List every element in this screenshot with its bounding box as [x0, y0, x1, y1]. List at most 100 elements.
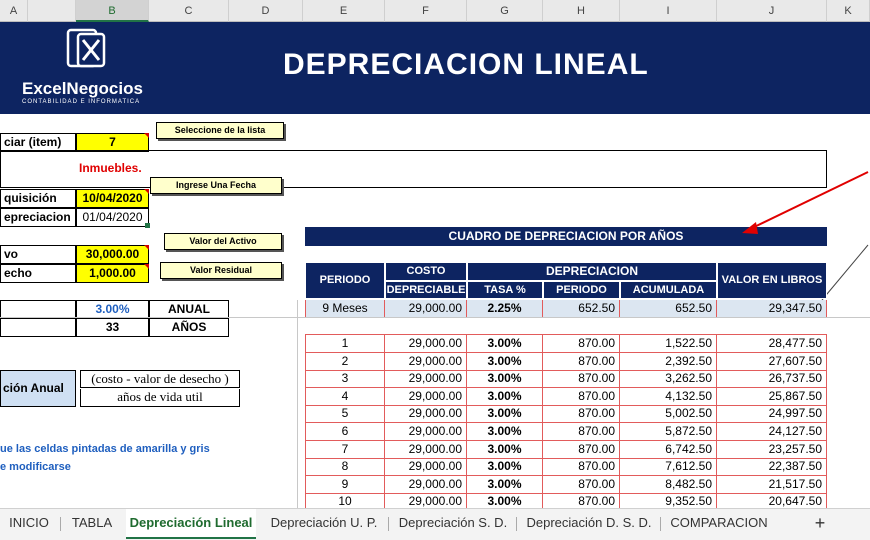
column-header-k[interactable]: K: [827, 0, 870, 22]
row-7-periodo: 7: [305, 440, 385, 459]
tab-depreciacion-dsd[interactable]: Depreciación D. S. D.: [526, 515, 652, 530]
column-header-b[interactable]: B: [76, 0, 149, 22]
comment-marker: [144, 264, 149, 269]
row-7-costo: 29,000.00: [385, 440, 467, 459]
table-title: CUADRO DE DEPRECIACION POR AÑOS: [305, 227, 827, 246]
header-depreciacion: DEPRECIACION: [467, 262, 717, 281]
row-1-periodo: 1: [305, 335, 385, 353]
first-row-tasa: 2.25%: [467, 300, 543, 318]
row-1-tasa: 3.00%: [467, 335, 543, 353]
row-7-tasa: 3.00%: [467, 440, 543, 459]
row-4-periodo: 4: [305, 387, 385, 406]
column-header-e[interactable]: E: [303, 0, 385, 22]
row-8-periodo-dep: 870.00: [543, 458, 620, 477]
logo-subtitle: CONTABILIDAD E INFORMATICA: [22, 99, 141, 105]
callout-valor-residual: Valor Residual: [160, 262, 282, 279]
excel-logo-icon: [66, 28, 110, 70]
valor-desecho-input[interactable]: 1,000.00: [76, 264, 149, 283]
first-row-bg: [305, 300, 827, 317]
first-row-costo: 29,000.00: [385, 300, 467, 318]
formula-label-box: ción Anual: [0, 370, 76, 407]
tab-depreciacion-lineal[interactable]: Depreciación Lineal: [126, 509, 256, 539]
comment-marker: [144, 133, 149, 138]
row-8-acumulada: 7,612.50: [620, 458, 717, 477]
row-3-tasa: 3.00%: [467, 370, 543, 389]
row-5-periodo: 5: [305, 405, 385, 424]
arrow-annotation-icon: [742, 171, 869, 301]
item-description-box: [0, 150, 827, 188]
callout-fecha: Ingrese Una Fecha: [150, 177, 282, 194]
row-4-libros: 25,867.50: [717, 387, 827, 406]
row-9-tasa: 3.00%: [467, 475, 543, 494]
fecha-adquisicion-label: quisición: [0, 189, 76, 208]
freeze-pane-vline: [297, 300, 298, 508]
column-header-h[interactable]: H: [543, 0, 620, 22]
row-7-periodo-dep: 870.00: [543, 440, 620, 459]
column-header-c[interactable]: C: [149, 0, 229, 22]
vida-unit: AÑOS: [149, 318, 229, 337]
row-5-acumulada: 5,002.50: [620, 405, 717, 424]
header-costo: COSTO: [385, 262, 467, 281]
vida-value: 33: [76, 318, 149, 337]
first-row-libros: 29,347.50: [717, 300, 827, 318]
formula-denominator: años de vida util: [80, 389, 240, 407]
row-3-periodo: 3: [305, 370, 385, 389]
column-header-a-ext[interactable]: [28, 0, 76, 22]
row-7-libros: 23,257.50: [717, 440, 827, 459]
column-header-g[interactable]: G: [467, 0, 543, 22]
row-9-periodo-dep: 870.00: [543, 475, 620, 494]
column-header-a[interactable]: A: [0, 0, 28, 22]
tab-tabla[interactable]: TABLA: [71, 515, 113, 530]
header-tasa: TASA %: [467, 281, 543, 299]
note-line-1: ue las celdas pintadas de amarilla y gri…: [0, 443, 210, 455]
cell-fill-handle[interactable]: [145, 223, 150, 228]
row-9-costo: 29,000.00: [385, 475, 467, 494]
tab-comparacion[interactable]: COMPARACION: [670, 515, 768, 530]
row-6-tasa: 3.00%: [467, 423, 543, 441]
row-9-acumulada: 8,482.50: [620, 475, 717, 494]
item-select[interactable]: 7: [76, 133, 149, 152]
first-row-acumulada: 652.50: [620, 300, 717, 318]
column-header-j[interactable]: J: [717, 0, 827, 22]
row-7-acumulada: 6,742.50: [620, 440, 717, 459]
row-8-periodo: 8: [305, 458, 385, 477]
row-2-acumulada: 2,392.50: [620, 352, 717, 371]
row-3-costo: 29,000.00: [385, 370, 467, 389]
rows-top-border: [305, 334, 827, 335]
row-5-tasa: 3.00%: [467, 405, 543, 424]
row-2-periodo-dep: 870.00: [543, 352, 620, 371]
header-acumulada: ACUMULADA: [620, 281, 717, 299]
row-5-periodo-dep: 870.00: [543, 405, 620, 424]
column-header-i[interactable]: I: [620, 0, 717, 22]
callout-seleccione: Seleccione de la lista: [156, 122, 284, 139]
fecha-depreciacion-value: 01/04/2020: [76, 208, 149, 227]
formula-numerator: (costo - valor de desecho ): [80, 370, 240, 388]
first-row-periodo: 9 Meses: [305, 300, 385, 318]
tab-depreciacion-up[interactable]: Depreciación U. P.: [270, 515, 378, 530]
row-1-periodo-dep: 870.00: [543, 335, 620, 353]
row-9-periodo: 9: [305, 475, 385, 494]
fecha-depreciacion-label: epreciacion: [0, 208, 76, 227]
tab-inicio[interactable]: INICIO: [9, 515, 49, 530]
row-5-libros: 24,997.50: [717, 405, 827, 424]
item-description: Inmuebles.: [79, 161, 142, 175]
first-row-periodo-dep: 652.50: [543, 300, 620, 318]
vida-spacer: [0, 318, 76, 337]
fecha-adquisicion-input[interactable]: 10/04/2020: [76, 189, 149, 208]
row-9-libros: 21,517.50: [717, 475, 827, 494]
item-label: ciar (item): [0, 133, 76, 152]
column-header-d[interactable]: D: [229, 0, 303, 22]
add-sheet-button[interactable]: +: [814, 513, 826, 533]
row-5-costo: 29,000.00: [385, 405, 467, 424]
header-periodo-dep: PERIODO: [543, 281, 620, 299]
row-2-costo: 29,000.00: [385, 352, 467, 371]
row-6-acumulada: 5,872.50: [620, 423, 717, 441]
valor-activo-label: vo: [0, 245, 76, 264]
page-title: DEPRECIACION LINEAL: [283, 48, 649, 81]
callout-valor-activo: Valor del Activo: [164, 233, 282, 250]
title-banner: [0, 22, 870, 114]
row-3-periodo-dep: 870.00: [543, 370, 620, 389]
valor-activo-input[interactable]: 30,000.00: [76, 245, 149, 264]
column-header-f[interactable]: F: [385, 0, 467, 22]
tab-depreciacion-sd[interactable]: Depreciación S. D.: [398, 515, 508, 530]
